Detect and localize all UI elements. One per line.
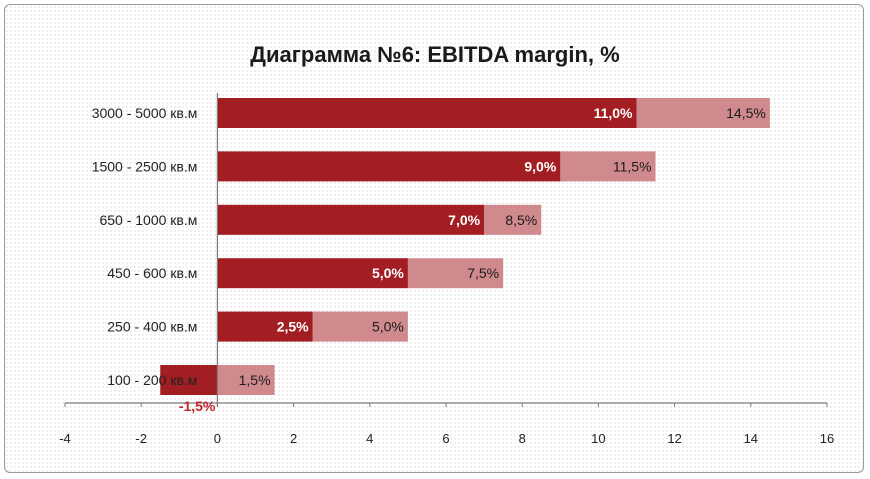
data-label-series2-5: 5,0% (372, 319, 404, 335)
x-tick-label-8: 10 (591, 431, 605, 446)
x-tick-label-4: 2 (290, 431, 297, 446)
bar-series1-2 (217, 151, 561, 182)
chart-frame: Диаграмма №6: EBITDA margin, % -4 -2 0 2 4 6 8… (4, 4, 864, 473)
bar-series1-5 (217, 311, 313, 342)
data-label-series1-3: 7,0% (448, 212, 480, 228)
chart-title: Диаграмма №6: EBITDA margin, % (250, 42, 619, 67)
bar-series2-4 (407, 258, 504, 289)
category-label-4: 450 - 600 кв.м (107, 265, 197, 281)
x-tick-label-2: -2 (135, 431, 147, 446)
x-tick-label-6: 6 (442, 431, 449, 446)
data-label-series2-1: 14,5% (726, 105, 766, 121)
category-label-1: 3000 - 5000 кв.м (92, 105, 198, 121)
x-tick-label-9: 12 (667, 431, 681, 446)
x-tick-label-11: 16 (820, 431, 834, 446)
bar-series2-2 (560, 151, 656, 182)
data-label-series1-2: 9,0% (524, 158, 556, 174)
labels-layer: 3000 - 5000 кв.м 11,0% 14,5% 1500 - 2500 кв… (92, 105, 766, 414)
x-tick-label-1: -4 (59, 431, 71, 446)
bar-series1-6 (160, 365, 218, 395)
data-label-series1-1: 11,0% (594, 105, 633, 121)
category-label-5: 250 - 400 кв.м (107, 319, 197, 335)
x-tick-label-5: 4 (366, 431, 373, 446)
data-label-series2-4: 7,5% (467, 265, 499, 281)
x-axis: -4 -2 0 2 4 6 8 10 12 14 16 (59, 93, 834, 446)
data-label-series1-5: 2,5% (277, 319, 309, 335)
data-label-series2-2: 11,5% (613, 158, 652, 174)
category-label-2: 1500 - 2500 кв.м (92, 158, 198, 174)
x-tick-label-3: 0 (214, 431, 221, 446)
data-label-series1-6: -1,5% (179, 398, 216, 414)
bar-series2-5 (312, 311, 408, 342)
x-tick-label-7: 8 (519, 431, 526, 446)
bar-series2-3 (484, 204, 542, 235)
bar-series1-4 (217, 258, 408, 289)
data-label-series2-3: 8,5% (505, 212, 537, 228)
bar-series2-1 (636, 98, 770, 128)
bar-series2-6 (217, 365, 275, 395)
ebitda-margin-chart: Диаграмма №6: EBITDA margin, % -4 -2 0 2 4 6 8… (59, 42, 834, 446)
data-label-series1-4: 5,0% (372, 265, 404, 281)
category-label-3: 650 - 1000 кв.м (99, 212, 197, 228)
bars-layer (160, 98, 770, 395)
bar-series1-3 (217, 204, 485, 235)
category-label-6: 100 - 200 кв.м (107, 372, 197, 388)
bar-series1-1 (217, 98, 637, 128)
x-tick-label-10: 14 (744, 431, 758, 446)
data-label-series2-6: 1,5% (239, 372, 271, 388)
